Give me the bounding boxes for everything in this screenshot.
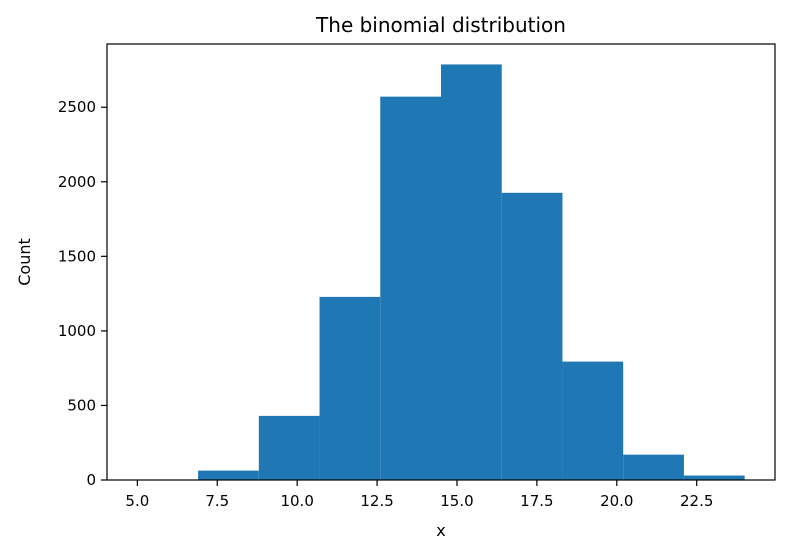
histogram-bar [562, 361, 624, 480]
x-axis-ticks: 5.0 7.5 10.0 12.5 15.0 17.5 20.0 22.5 [125, 480, 713, 510]
x-tick-label: 22.5 [680, 492, 713, 510]
y-tick-label: 500 [67, 396, 96, 414]
x-tick-label: 12.5 [360, 492, 393, 510]
x-tick-label: 17.5 [520, 492, 553, 510]
x-axis-label: x [436, 521, 445, 540]
y-axis-label: Count [15, 238, 34, 286]
y-tick-label: 1000 [58, 322, 96, 340]
histogram-bar [380, 96, 441, 481]
histogram-bar [441, 64, 502, 481]
x-tick-label: 15.0 [440, 492, 473, 510]
y-tick-label: 2500 [58, 98, 96, 116]
y-tick-label: 2000 [58, 173, 96, 191]
histogram-bar [683, 475, 745, 480]
bars-group [137, 64, 745, 481]
y-axis-ticks: 0 500 1000 1500 2000 2500 [58, 98, 107, 489]
x-tick-label: 10.0 [280, 492, 313, 510]
x-tick-label: 5.0 [125, 492, 149, 510]
histogram-bar [623, 454, 684, 480]
y-tick-label: 1500 [58, 247, 96, 265]
plot-frame [106, 43, 776, 481]
histogram-bar [258, 415, 320, 480]
histogram-bar [501, 192, 563, 480]
x-tick-label: 20.0 [600, 492, 633, 510]
y-tick-label: 0 [86, 471, 96, 489]
x-tick-label: 7.5 [205, 492, 229, 510]
chart-title: The binomial distribution [315, 13, 566, 37]
histogram-bar [198, 470, 259, 480]
histogram-bar [319, 296, 381, 480]
